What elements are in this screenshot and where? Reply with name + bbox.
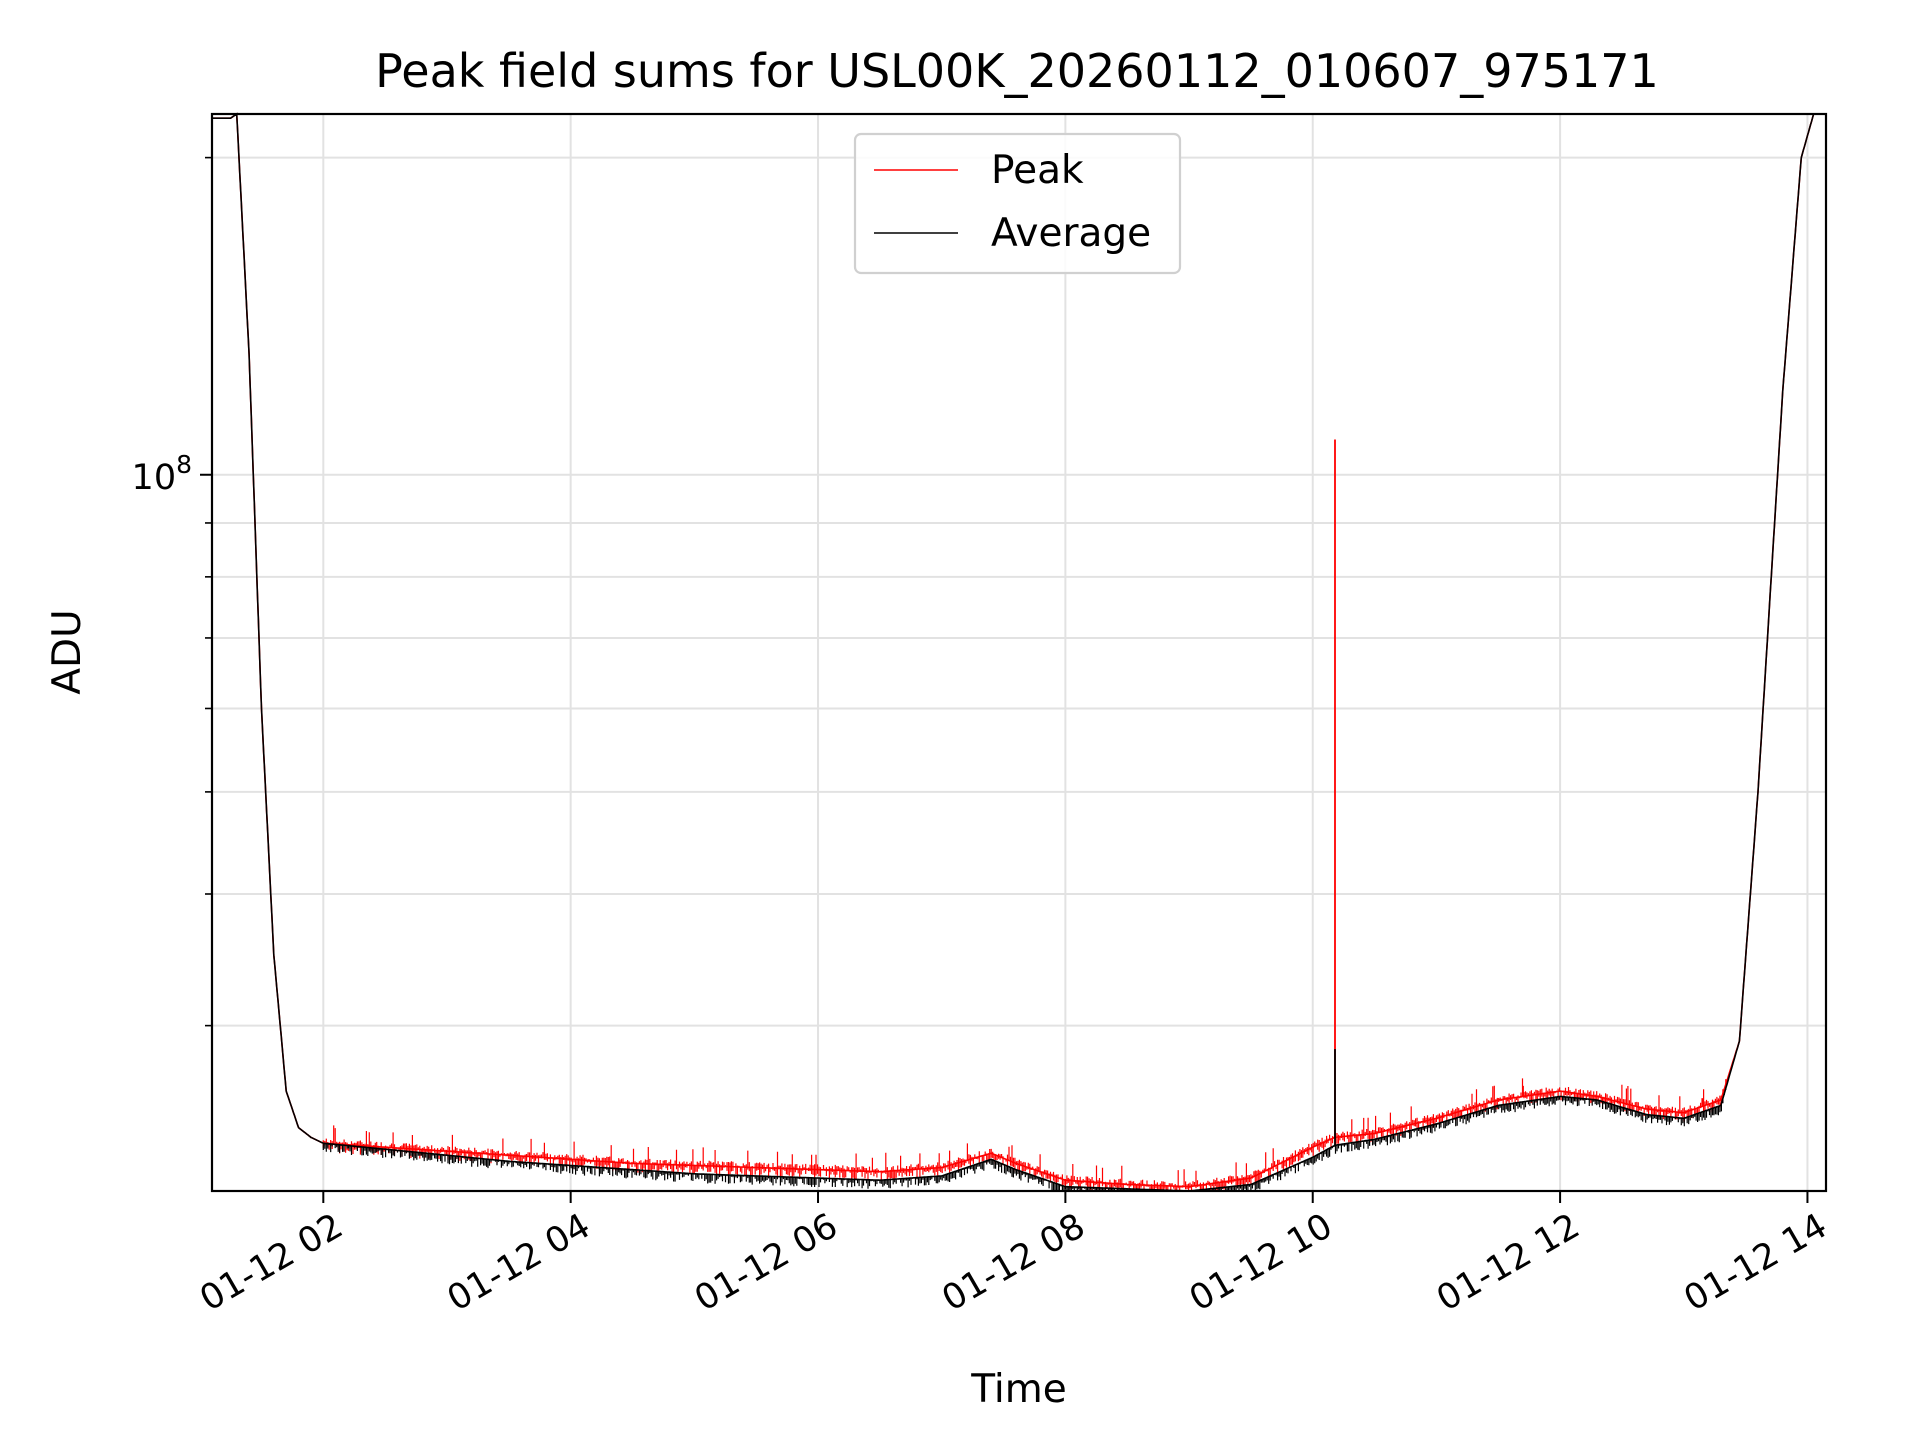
series-average [212, 112, 1826, 1192]
x-axis-label: Time [970, 1367, 1066, 1412]
legend-peak-label: Peak [991, 148, 1084, 193]
plot-series [212, 112, 1826, 1192]
chart-title: Peak field sums for USL00K_20260112_0106… [375, 44, 1659, 98]
legend-average-label: Average [991, 211, 1151, 256]
y-tick-label-base: 10 [132, 458, 177, 498]
y-tick-label: 108 [132, 450, 192, 498]
plot-frame [210, 112, 1828, 1193]
legend-box [853, 132, 1182, 275]
y-axis-label: ADU [45, 609, 90, 694]
y-tick-label-exponent: 8 [176, 450, 192, 479]
average-noise [322, 1088, 1727, 1191]
legend: Peak Average [853, 132, 1182, 275]
